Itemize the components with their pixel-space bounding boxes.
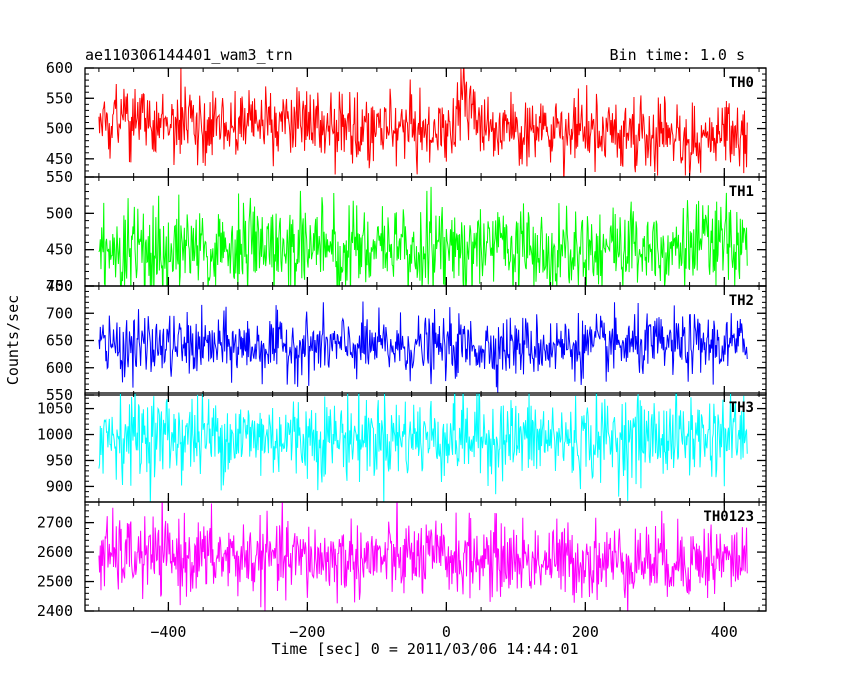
y-tick-label: 950 — [46, 451, 73, 469]
x-tick-label: 200 — [572, 623, 599, 641]
y-tick-label: 700 — [46, 304, 73, 322]
y-tick-label: 1050 — [37, 400, 73, 418]
panel-label: TH0123 — [703, 509, 754, 525]
x-tick-label: −400 — [150, 623, 186, 641]
y-tick-label: 500 — [46, 204, 73, 222]
y-tick-label: 400 — [46, 277, 73, 295]
y-tick-label: 1000 — [37, 426, 73, 444]
y-tick-label: 2700 — [37, 514, 73, 532]
panel-label: TH2 — [729, 293, 754, 309]
x-tick-label: −200 — [289, 623, 325, 641]
x-axis-label: Time [sec] 0 = 2011/03/06 14:44:01 — [271, 640, 578, 658]
panel-label: TH1 — [729, 184, 754, 200]
panel-frame — [84, 501, 767, 612]
y-tick-label: 900 — [46, 477, 73, 495]
y-tick-label: 450 — [46, 150, 73, 168]
y-tick-label: 550 — [46, 386, 73, 404]
panel-label: TH3 — [729, 400, 754, 416]
y-axis-label: Counts/sec — [4, 295, 22, 385]
y-tick-label: 450 — [46, 241, 73, 259]
x-tick-label: 0 — [442, 623, 451, 641]
panel-th1: 400 450 500 550 TH1 — [46, 168, 767, 295]
series-line-th0123 — [98, 502, 748, 611]
y-tick-label: 2600 — [37, 543, 73, 561]
series-line-th0 — [98, 68, 748, 177]
y-tick-label: 2400 — [37, 602, 73, 620]
panel-label: TH0 — [729, 75, 754, 91]
panel-group: 450 500 550 600 TH0 400 450 500 550 TH1 550 600 650 7… — [37, 59, 767, 641]
y-tick-label: 600 — [46, 359, 73, 377]
panel-th3: 900 950 1000 1050 TH3 — [37, 392, 767, 503]
chart-title: ae110306144401_wam3_trn — [85, 46, 293, 64]
panel-th0: 450 500 550 600 TH0 — [46, 59, 767, 178]
y-tick-label: 550 — [46, 89, 73, 107]
series-line-th2 — [98, 301, 748, 393]
panel-th2: 550 600 650 700 750 TH2 — [46, 277, 767, 404]
y-tick-label: 550 — [46, 168, 73, 186]
y-tick-label: 750 — [46, 277, 73, 295]
x-tick-label: 400 — [711, 623, 738, 641]
panel-th0123: 2400 2500 2600 2700 TH0123 −400 −200 0 200 400 — [37, 501, 767, 641]
y-tick-label: 2500 — [37, 573, 73, 591]
bin-time-label: Bin time: 1.0 s — [610, 46, 745, 64]
series-line-th3 — [98, 393, 748, 502]
y-tick-label: 650 — [46, 332, 73, 350]
y-tick-label: 500 — [46, 120, 73, 138]
series-line-th1 — [98, 186, 748, 286]
y-tick-label: 600 — [46, 59, 73, 77]
